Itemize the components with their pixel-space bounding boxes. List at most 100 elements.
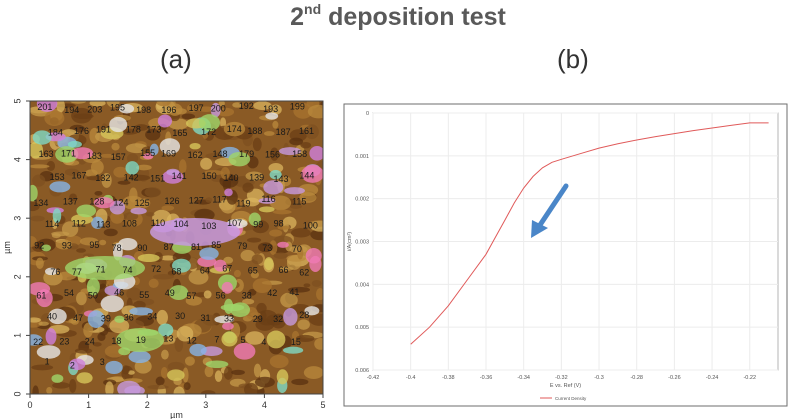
afm-grain-label: 33 (224, 313, 234, 323)
afm-grain (189, 142, 201, 150)
afm-grain (263, 180, 284, 195)
afm-texture (253, 101, 272, 111)
afm-grain (93, 197, 115, 209)
afm-texture (251, 254, 264, 265)
afm-grain (233, 342, 256, 360)
afm-texture (159, 255, 177, 261)
afm-texture (269, 229, 283, 237)
afm-texture (129, 174, 151, 181)
afm-texture (248, 288, 257, 296)
afm-grain-label: 49 (165, 288, 175, 298)
afm-grain (265, 112, 279, 120)
afm-grain (304, 306, 320, 316)
afm-texture (46, 386, 53, 394)
afm-grain (224, 188, 233, 197)
afm-texture (182, 367, 189, 383)
afm-texture (254, 376, 275, 388)
afm-y-tick-label: 3 (12, 216, 22, 221)
afm-grain (52, 208, 62, 224)
afm-grain-label: 24 (85, 337, 95, 347)
afm-texture (97, 332, 106, 342)
chart-grid (372, 112, 779, 371)
afm-x-tick-label: 1 (86, 400, 91, 410)
afm-grain (221, 331, 238, 347)
afm-grain (71, 147, 94, 160)
afm-texture (300, 141, 312, 149)
afm-grain-label: 161 (299, 126, 314, 136)
afm-grain-label: 56 (216, 291, 226, 301)
afm-texture (303, 283, 311, 288)
afm-grain-label: 57 (186, 291, 196, 301)
afm-texture (121, 128, 139, 135)
afm-grain-label: 198 (136, 105, 151, 115)
afm-texture (218, 101, 225, 107)
afm-grain-label: 128 (89, 197, 104, 207)
afm-texture (178, 159, 187, 174)
afm-grain-label: 134 (33, 198, 48, 208)
afm-texture (188, 270, 209, 285)
afm-grain (172, 258, 191, 273)
chart-series (410, 122, 769, 345)
afm-texture (315, 287, 323, 301)
afm-grain (51, 374, 64, 383)
afm-x-tick-label: 5 (320, 400, 325, 410)
afm-texture (259, 310, 267, 323)
afm-texture (168, 118, 189, 130)
afm-texture (309, 220, 323, 227)
afm-texture (99, 153, 116, 158)
afm-grain (198, 114, 221, 132)
afm-grain-label: 61 (36, 291, 46, 301)
afm-grain-label: 179 (239, 149, 254, 159)
y-tick-label: 0.006 (355, 368, 369, 374)
afm-grain-label: 73 (262, 243, 272, 253)
afm-grain-label: 104 (174, 219, 189, 229)
afm-grain-label: 64 (200, 266, 210, 276)
afm-texture (273, 252, 288, 259)
afm-texture (299, 192, 317, 203)
afm-grain-label: 144 (299, 171, 314, 181)
afm-texture (79, 237, 99, 246)
afm-grain (214, 315, 235, 324)
afm-texture (289, 137, 304, 146)
afm-grain-label: 2 (70, 361, 75, 371)
afm-grain-label: 40 (47, 312, 57, 322)
chart-axes: -0.42 -0.4 -0.38 -0.36 -0.34 -0.32 -0.3 -0.28 -0… (347, 111, 756, 389)
afm-texture (70, 101, 87, 104)
afm-grain-label: 183 (87, 151, 102, 161)
afm-grain-label: 178 (126, 125, 141, 135)
afm-grain-label: 46 (114, 288, 124, 298)
afm-texture (253, 363, 262, 378)
afm-grain (67, 140, 82, 148)
afm-texture (288, 286, 311, 293)
afm-texture (31, 364, 54, 371)
afm-grain (283, 346, 304, 354)
afm-texture (153, 273, 175, 280)
afm-texture (311, 279, 322, 287)
afm-grain-label: 143 (273, 174, 288, 184)
afm-texture (167, 361, 185, 372)
afm-grain (248, 212, 261, 226)
afm-grain (276, 369, 289, 385)
afm-grain-label: 162 (188, 150, 203, 160)
afm-grain-label: 142 (124, 173, 139, 183)
afm-texture (134, 124, 149, 131)
afm-texture (69, 193, 77, 202)
afm-grain (228, 151, 251, 167)
afm-grain-label: 200 (211, 103, 226, 113)
afm-texture (278, 266, 294, 271)
afm-grain-label: 15 (291, 337, 301, 347)
x-tick-label: -0.38 (442, 375, 455, 381)
afm-texture (223, 256, 234, 264)
afm-grain (125, 161, 140, 175)
afm-grain (105, 360, 123, 375)
afm-texture (144, 187, 162, 198)
afm-texture (307, 104, 323, 119)
afm-grain-label: 173 (146, 125, 161, 135)
afm-grain-label: 163 (39, 149, 54, 159)
afm-texture (145, 128, 161, 141)
afm-texture (203, 170, 224, 176)
afm-texture (246, 188, 265, 203)
afm-grain-label: 62 (299, 267, 309, 277)
afm-texture (176, 325, 194, 342)
afm-texture (252, 278, 272, 294)
